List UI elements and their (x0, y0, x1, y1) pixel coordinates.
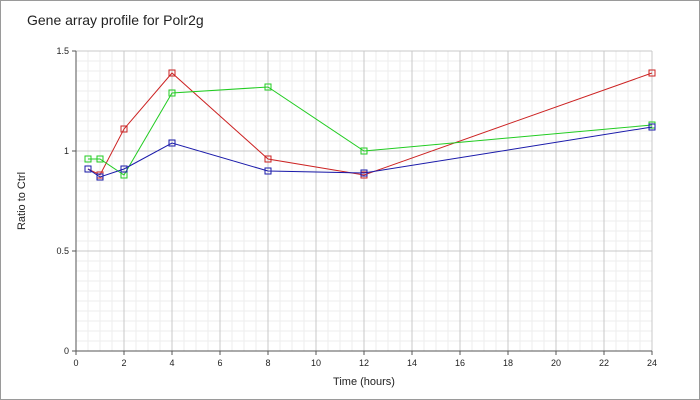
data-series (84, 69, 656, 181)
data-point-marker (120, 125, 128, 133)
data-point-marker (360, 169, 368, 177)
x-tick-label: 14 (407, 358, 417, 368)
x-tick-label: 10 (311, 358, 321, 368)
data-point-marker (648, 69, 656, 77)
y-tick-label: 0 (64, 346, 69, 356)
y-tick-label: 1 (64, 146, 69, 156)
y-axis-title: Ratio to Ctrl (16, 172, 28, 230)
data-point-marker (264, 155, 272, 163)
axes (72, 50, 653, 355)
x-tick-label: 4 (169, 358, 174, 368)
data-point-marker (84, 155, 92, 163)
y-tick-label: 0.5 (56, 246, 69, 256)
data-point-marker (168, 139, 176, 147)
x-tick-label: 0 (73, 358, 78, 368)
data-point-marker (96, 155, 104, 163)
data-point-marker (84, 165, 92, 173)
x-axis-title: Time (hours) (333, 376, 395, 388)
data-point-marker (360, 147, 368, 155)
data-point-marker (168, 89, 176, 97)
y-tick-label: 1.5 (56, 46, 69, 56)
x-tick-label: 6 (217, 358, 222, 368)
series-line-3 (87, 126, 653, 178)
x-tick-label: 16 (455, 358, 465, 368)
data-point-marker (648, 123, 656, 131)
series-line-1 (87, 72, 653, 176)
x-tick-label: 2 (121, 358, 126, 368)
x-tick-label: 22 (599, 358, 609, 368)
x-tick-label: 20 (551, 358, 561, 368)
data-point-marker (264, 83, 272, 91)
series-line-2 (88, 86, 653, 176)
x-tick-label: 24 (647, 358, 657, 368)
x-tick-label: 12 (359, 358, 369, 368)
data-point-marker (96, 173, 104, 181)
x-tick-label: 8 (265, 358, 270, 368)
data-point-marker (168, 69, 176, 77)
data-point-marker (120, 165, 128, 173)
x-tick-label: 18 (503, 358, 513, 368)
data-point-marker (264, 167, 272, 175)
chart-title: Gene array profile for Polr2g (27, 12, 204, 28)
